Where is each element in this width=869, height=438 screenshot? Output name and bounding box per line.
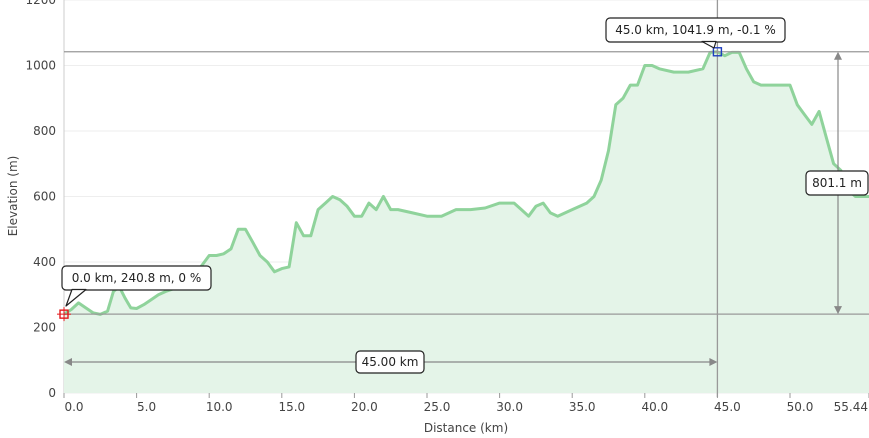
y-tick-label: 0 bbox=[48, 386, 56, 400]
distance-arrow-right-head bbox=[709, 358, 718, 366]
x-axis-title: Distance (km) bbox=[424, 421, 508, 435]
x-tick-label: 15.0 bbox=[278, 400, 305, 414]
y-axis-title: Elevation (m) bbox=[6, 156, 20, 237]
distance-label-box bbox=[355, 350, 425, 374]
start-point-callout-box bbox=[61, 265, 212, 291]
y-tick-label: 200 bbox=[33, 321, 56, 335]
cursor-point-callout-box bbox=[605, 17, 786, 43]
elevation-area-fill bbox=[64, 51, 869, 394]
x-tick-label: 50.0 bbox=[787, 400, 814, 414]
callouts: 0.0 km, 240.8 m, 0 % 45.0 km, 1041.9 m, -… bbox=[61, 17, 869, 374]
point-markers[interactable] bbox=[57, 47, 723, 322]
elevation-difference-label-text: 801.1 m bbox=[812, 176, 862, 190]
y-tick-label: 400 bbox=[33, 255, 56, 269]
x-axis-ticks: 0.0 5.0 10.0 15.0 20.0 25.0 30.0 35.0 40.0 45.0 50… bbox=[63, 393, 869, 414]
x-tick-label: 30.0 bbox=[496, 400, 523, 414]
x-tick-label: 0.0 bbox=[64, 400, 83, 414]
distance-label: 45.00 km bbox=[355, 350, 425, 374]
measurement-guides bbox=[64, 0, 869, 397]
distance-arrow-left-head bbox=[64, 358, 72, 366]
x-tick-label: 35.0 bbox=[569, 400, 596, 414]
cursor-point-marker[interactable] bbox=[712, 47, 723, 57]
x-tick-label: 45.0 bbox=[714, 400, 741, 414]
y-tick-label: 800 bbox=[33, 124, 56, 138]
x-tick-label: 55.44 bbox=[834, 400, 868, 414]
cursor-point-callout-text: 45.0 km, 1041.9 m, -0.1 % bbox=[615, 23, 776, 37]
x-tick-label: 5.0 bbox=[137, 400, 156, 414]
start-point-callout-text: 0.0 km, 240.8 m, 0 % bbox=[72, 271, 202, 285]
start-point-callout-tail bbox=[65, 288, 87, 307]
y-tick-label: 1200 bbox=[25, 0, 56, 7]
x-tick-label: 40.0 bbox=[641, 400, 668, 414]
x-tick-label: 10.0 bbox=[206, 400, 233, 414]
x-tick-label: 25.0 bbox=[424, 400, 451, 414]
start-point-callout: 0.0 km, 240.8 m, 0 % bbox=[61, 265, 212, 307]
elevation-arrow-top-head bbox=[834, 51, 842, 60]
distance-label-text: 45.00 km bbox=[362, 355, 419, 369]
y-axis-ticks: 0 200 400 600 800 1000 1200 bbox=[25, 0, 56, 400]
elevation-arrow-bottom-head bbox=[834, 306, 842, 315]
y-tick-label: 1000 bbox=[25, 59, 56, 73]
cursor-point-callout-tail bbox=[701, 40, 717, 49]
elevation-difference-label: 801.1 m bbox=[805, 170, 869, 196]
y-tick-label: 600 bbox=[33, 190, 56, 204]
elevation-difference-label-box bbox=[805, 170, 869, 196]
cursor-point-callout: 45.0 km, 1041.9 m, -0.1 % bbox=[605, 17, 786, 49]
x-tick-label: 20.0 bbox=[351, 400, 378, 414]
